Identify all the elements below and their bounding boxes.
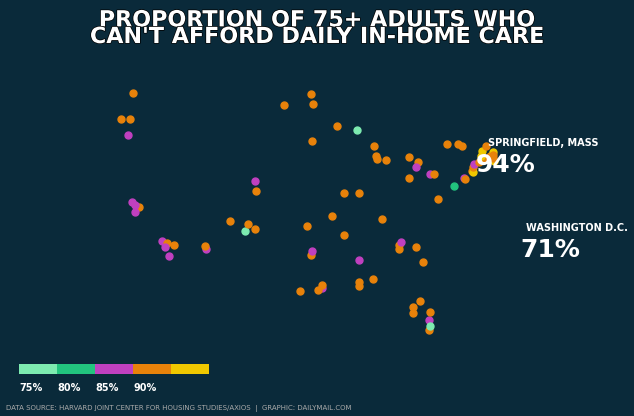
Text: CAN'T AFFORD DAILY IN-HOME CARE: CAN'T AFFORD DAILY IN-HOME CARE <box>90 27 544 47</box>
Text: 85%: 85% <box>95 383 119 393</box>
Text: 75%: 75% <box>19 383 42 393</box>
Text: WASHINGTON D.C.: WASHINGTON D.C. <box>526 223 628 233</box>
Text: 90%: 90% <box>133 383 157 393</box>
Text: SPRINGFIELD, MASS: SPRINGFIELD, MASS <box>488 138 598 148</box>
Text: DATA SOURCE: HARVARD JOINT CENTER FOR HOUSING STUDIES/AXIOS  |  GRAPHIC: DAILYMA: DATA SOURCE: HARVARD JOINT CENTER FOR HO… <box>6 405 352 412</box>
Text: 71%: 71% <box>520 238 579 262</box>
Text: PROPORTION OF 75+ ADULTS WHO: PROPORTION OF 75+ ADULTS WHO <box>99 10 535 30</box>
Text: 94%: 94% <box>476 153 535 177</box>
Text: 80%: 80% <box>57 383 81 393</box>
